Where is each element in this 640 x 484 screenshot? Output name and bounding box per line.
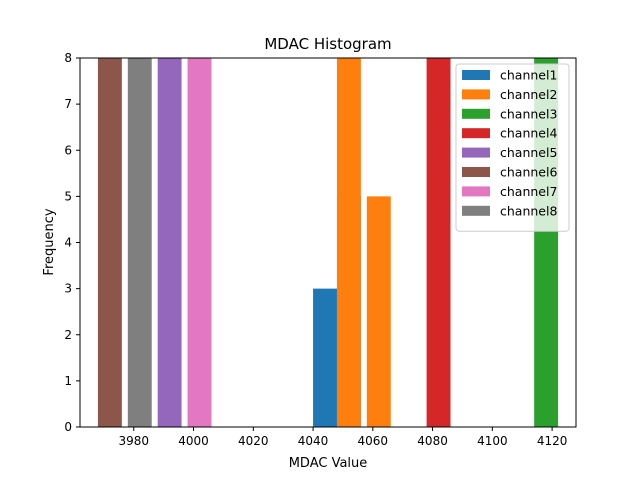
bar-channel8-0 [127,58,152,427]
legend-swatch-channel3 [462,108,490,119]
legend-label-channel3: channel3 [500,106,557,121]
bar-channel6-0 [97,58,122,427]
legend-label-channel6: channel6 [500,165,557,180]
legend-swatch-channel4 [462,128,490,139]
y-tick-label: 1 [64,374,72,388]
y-tick-label: 4 [64,236,72,250]
x-tick-label: 4020 [238,434,269,448]
x-axis-ticks: 3980 4000 4020 4040 4060 4080 4100 4120 [119,427,568,448]
legend-swatch-channel6 [462,167,490,177]
y-tick-label: 0 [64,420,72,434]
legend-swatch-channel7 [462,186,490,197]
legend-label-channel7: channel7 [500,184,557,199]
bar-channel1-0 [313,288,337,427]
x-tick-label: 4120 [537,434,568,448]
y-tick-label: 3 [64,282,72,296]
x-tick-label: 4000 [178,434,209,448]
bar-channel4-0 [426,58,451,427]
legend-label-channel8: channel8 [500,203,557,218]
x-tick-label: 4060 [358,434,389,448]
y-tick-label: 6 [64,143,72,157]
bar-channel2-0 [336,58,361,427]
x-tick-label: 4100 [477,434,508,448]
x-tick-label: 3980 [119,434,150,448]
y-axis-label: Frequency [42,208,57,275]
legend-swatch-channel8 [462,205,490,216]
legend: channel1 channel2 channel3 channel4 channel5… [455,63,570,232]
bar-channel2-1 [366,196,391,427]
legend-label-channel4: channel4 [500,126,557,141]
y-tick-label: 2 [64,328,72,342]
legend-swatch-channel5 [462,147,490,158]
legend-label-channel1: channel1 [500,68,557,83]
bar-channel5-0 [157,58,182,427]
chart-title: MDAC Histogram [264,35,391,53]
x-tick-label: 4040 [298,434,329,448]
legend-swatch-channel1 [462,70,490,80]
y-tick-label: 8 [64,51,72,65]
legend-label-channel2: channel2 [500,87,557,102]
y-tick-label: 7 [64,97,72,111]
plot-bars [97,58,559,427]
bar-channel7-0 [187,58,212,427]
y-axis-ticks: 0 1 2 3 4 5 6 7 8 [64,51,80,434]
x-tick-label: 4080 [417,434,448,448]
legend-swatch-channel2 [462,89,490,100]
legend-label-channel5: channel5 [500,145,557,160]
x-axis-label: MDAC Value [289,456,368,471]
y-tick-label: 5 [64,189,72,203]
